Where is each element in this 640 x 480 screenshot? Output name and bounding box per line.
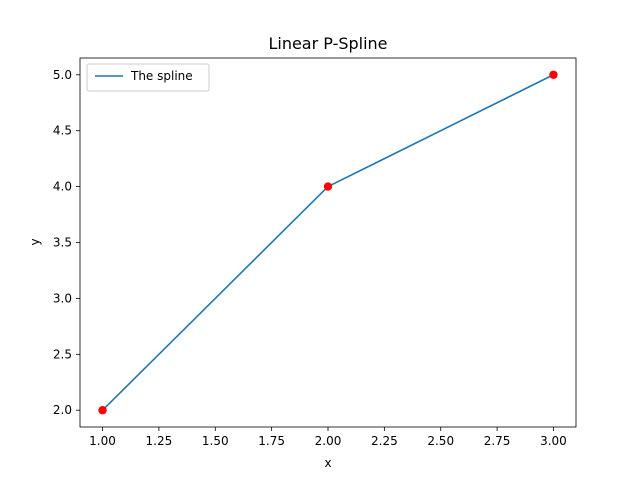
x-tick-label: 1.50 (202, 434, 229, 448)
y-tick-label: 3.0 (53, 291, 72, 305)
x-tick-label: 2.25 (371, 434, 398, 448)
legend: The spline (86, 63, 210, 92)
data-point (323, 182, 333, 191)
series-line-the-spline (101, 74, 554, 411)
x-tick-label: 2.75 (484, 434, 511, 448)
x-tick-label: 1.25 (146, 434, 173, 448)
x-tick-label: 3.00 (540, 434, 567, 448)
legend-label: The spline (130, 69, 193, 83)
legend-box (86, 63, 210, 92)
x-tick-label: 1.00 (89, 434, 116, 448)
x-axis-label: x (324, 456, 331, 470)
data-point (98, 406, 107, 415)
x-tick-label: 2.50 (427, 434, 454, 448)
plot-area (79, 57, 577, 428)
y-tick-label: 2.0 (53, 403, 72, 417)
x-tick-label: 1.75 (258, 434, 285, 448)
data-point (549, 70, 558, 79)
y-tick-label: 5.0 (53, 68, 72, 82)
y-tick-label: 4.0 (53, 180, 72, 194)
x-tick-label: 2.00 (315, 434, 342, 448)
y-tick-label: 2.5 (53, 347, 72, 361)
y-tick-label: 3.5 (53, 236, 72, 250)
y-axis-label: y (28, 238, 42, 245)
y-tick-label: 4.5 (53, 124, 72, 138)
chart-title: Linear P-Spline (268, 34, 387, 53)
axes-frame (79, 57, 577, 428)
axis-ticks: 1.00 1.25 1.50 1.75 2.00 2.25 2.50 2.75 3.00 2.0 2… (53, 68, 567, 448)
